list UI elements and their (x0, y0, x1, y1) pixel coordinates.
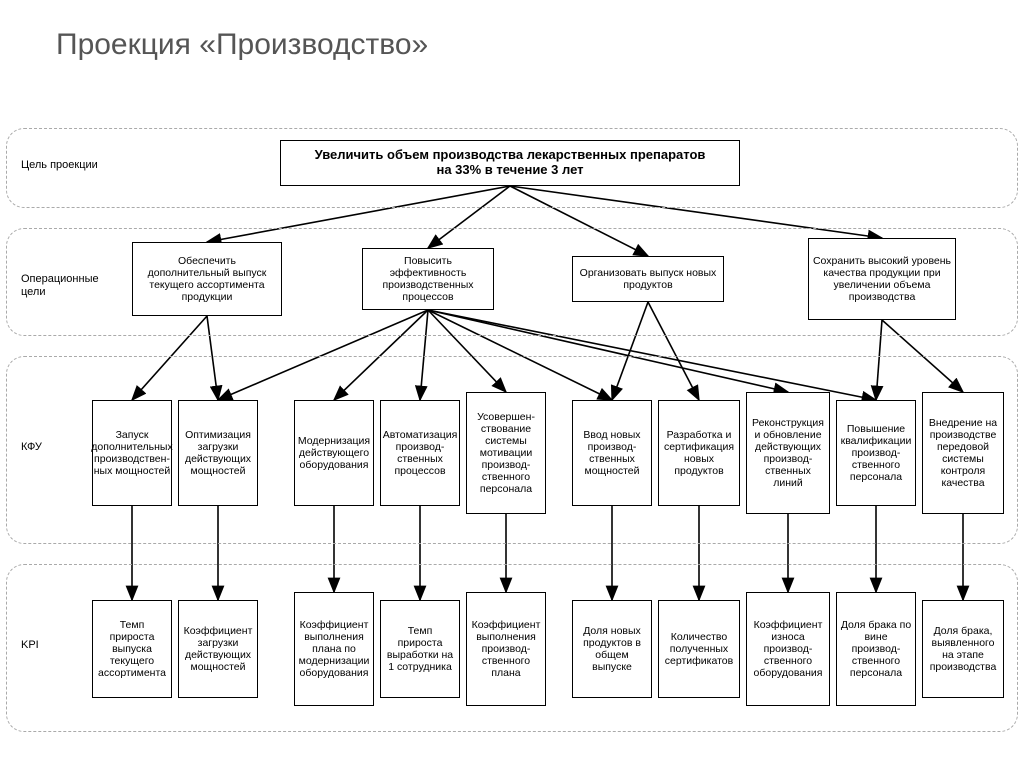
node-op2: Повысить эффективность производственных … (362, 248, 494, 310)
section-label: Цель проекции (21, 159, 98, 172)
node-p3: Коэффициент выполнения плана по модерниз… (294, 592, 374, 706)
node-p10: Доля брака, выявленного на этапе произво… (922, 600, 1004, 698)
node-k9: Повышение квалификации производ-ственног… (836, 400, 916, 506)
section-label: КФУ (21, 441, 42, 454)
node-p9: Доля брака по вине производ-ственного пе… (836, 592, 916, 706)
node-op3: Организовать выпуск новых продуктов (572, 256, 724, 302)
page-title: Проекция «Производство» (56, 28, 428, 62)
node-op1: Обеспечить дополнительный выпуск текущег… (132, 242, 282, 316)
node-k10: Внедрение на производстве передовой сист… (922, 392, 1004, 514)
node-p1: Темп прироста выпуска текущего ассортиме… (92, 600, 172, 698)
node-k7: Разработка и сертификация новых продукто… (658, 400, 740, 506)
node-p4: Темп прироста выработки на 1 сотрудника (380, 600, 460, 698)
section-label: KPI (21, 639, 39, 652)
node-k1: Запуск дополнительных производствен-ных … (92, 400, 172, 506)
node-k3: Модернизация действующего оборудования (294, 400, 374, 506)
node-k4: Автоматизация производ-ственных процессо… (380, 400, 460, 506)
node-op4: Сохранить высокий уровень качества проду… (808, 238, 956, 320)
node-p2: Коэффициент загрузки действующих мощност… (178, 600, 258, 698)
node-p5: Коэффициент выполнения производ-ственног… (466, 592, 546, 706)
node-p7: Количество полученных сертификатов (658, 600, 740, 698)
node-k8: Реконструкция и обновление действующих п… (746, 392, 830, 514)
node-k5: Усовершен-ствование системы мотивации пр… (466, 392, 546, 514)
section-label: Операционныецели (21, 273, 99, 299)
node-p6: Доля новых продуктов в общем выпуске (572, 600, 652, 698)
node-p8: Коэффициент износа производ-ственного об… (746, 592, 830, 706)
node-k2: Оптимизация загрузки действующих мощност… (178, 400, 258, 506)
node-k6: Ввод новых производ-ственных мощностей (572, 400, 652, 506)
node-top: Увеличить объем производства лекарственн… (280, 140, 740, 186)
